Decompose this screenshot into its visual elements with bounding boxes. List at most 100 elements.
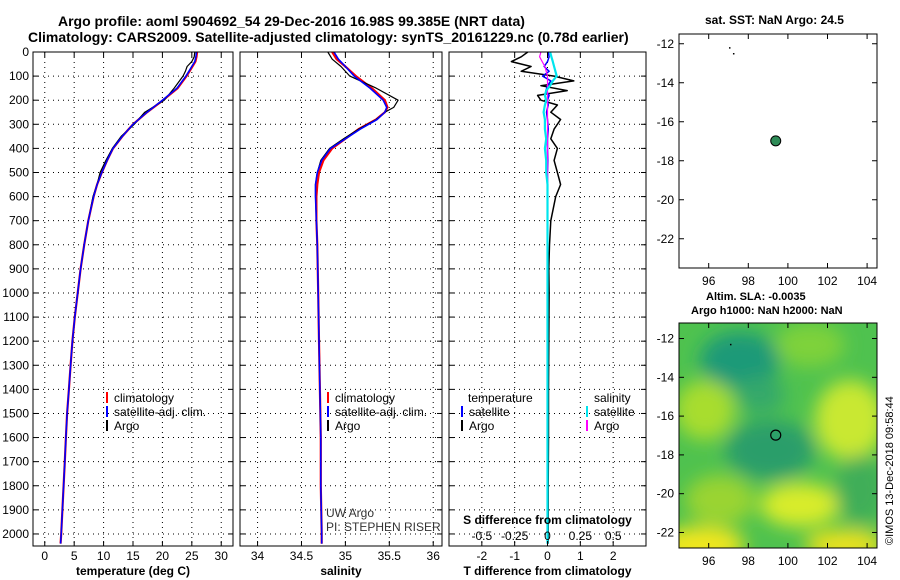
depth-tick-label: 1700	[2, 455, 29, 469]
difference-legend-temperature-header: temperature	[468, 391, 533, 405]
depth-tick-label: 1800	[2, 479, 29, 493]
difference-x-tick-label: 1	[577, 549, 584, 563]
difference-salinity-legend-label: satellite	[594, 405, 635, 419]
difference-x-axis-label: T difference from climatology	[463, 564, 631, 578]
depth-tick-label: 300	[9, 117, 29, 131]
sla-blob	[679, 527, 745, 548]
depth-tick-label: 1300	[2, 358, 29, 372]
depth-tick-label: 1000	[2, 286, 29, 300]
depth-tick-label: 600	[9, 190, 29, 204]
difference-x-tick-label: -2	[476, 549, 487, 563]
sla-blob	[735, 377, 785, 413]
salinity-legend-label: climatology	[335, 391, 395, 405]
sla-map-lat-tick-label: -20	[657, 487, 675, 501]
difference-x-tick-label: 2	[610, 549, 617, 563]
sla-map-lon-tick-label: 96	[702, 554, 716, 568]
temperature-x-axis-label: temperature (deg C)	[76, 564, 190, 578]
sla-blob	[725, 420, 815, 480]
depth-tick-label: 1400	[2, 382, 29, 396]
temperature-x-tick-label: 0	[41, 549, 48, 563]
temperature-x-tick-label: 5	[71, 549, 78, 563]
sst-map-lon-tick-label: 96	[702, 274, 716, 288]
depth-tick-label: 0	[22, 45, 29, 59]
sst-map-lat-tick-label: -22	[657, 232, 675, 246]
salinity-series-climatology	[315, 51, 389, 544]
sla-blob	[815, 380, 877, 460]
salinity-x-axis-label: salinity	[320, 564, 362, 578]
salinity-diff-tick-label: 0	[544, 529, 551, 543]
temperature-series-satellite-adj-clim-	[59, 51, 198, 544]
salinity-series-satellite-adj-clim-	[314, 51, 388, 544]
sla-map-lon-tick-label: 98	[742, 554, 756, 568]
temperature-x-tick-label: 25	[185, 549, 199, 563]
salinity-x-tick-label: 35.5	[378, 549, 402, 563]
salinity-x-tick-label: 34	[251, 549, 265, 563]
argo-float-position-ring	[770, 429, 782, 441]
salinity-diff-tick-label: -0.5	[471, 529, 492, 543]
depth-tick-label: 400	[9, 141, 29, 155]
temperature-legend-label: climatology	[114, 391, 174, 405]
sst-map-lon-tick-label: 100	[778, 274, 798, 288]
salinity-diff-tick-label: 0.25	[569, 529, 593, 543]
depth-tick-label: 200	[9, 93, 29, 107]
depth-tick-label: 100	[9, 69, 29, 83]
temperature-legend-label: Argo	[114, 419, 140, 433]
salinity-axes-frame	[239, 51, 443, 547]
depth-tick-label: 1600	[2, 431, 29, 445]
sla-map-lat-tick-label: -12	[657, 332, 675, 346]
sst-map-lon-tick-label: 102	[817, 274, 837, 288]
difference-series-salinity-argo	[538, 51, 549, 544]
sla-map-title-line2: Argo h1000: NaN h2000: NaN	[691, 305, 843, 317]
temperature-series-climatology	[59, 51, 199, 544]
sla-blob	[700, 332, 780, 388]
difference-temperature-legend-label: Argo	[469, 419, 495, 433]
sla-map-axes-frame	[678, 322, 878, 549]
depth-tick-label: 1100	[3, 310, 29, 324]
depth-tick-label: 1500	[2, 406, 29, 420]
sla-blob	[760, 483, 840, 527]
difference-x-tick-label: 0	[544, 549, 551, 563]
depth-tick-label: 1200	[2, 334, 29, 348]
temperature-x-tick-label: 30	[215, 549, 229, 563]
sst-map-lat-tick-label: -14	[657, 76, 675, 90]
float-credit-line1: UW Argo	[326, 506, 374, 520]
coastline-speck	[728, 47, 731, 49]
sla-colour-field	[679, 323, 877, 548]
sla-blob	[679, 380, 735, 440]
difference-series-temperature-argo	[510, 51, 575, 544]
sla-map-lat-tick-label: -18	[657, 448, 675, 462]
sla-map-lon-tick-label: 102	[817, 554, 837, 568]
temperature-x-tick-label: 20	[156, 549, 170, 563]
salinity-x-tick-label: 36	[427, 549, 441, 563]
sla-heatmap	[679, 323, 877, 548]
depth-tick-label: 500	[9, 165, 29, 179]
temperature-series-argo	[60, 51, 196, 544]
sla-map-title-line1: Altim. SLA: -0.0035	[706, 291, 806, 303]
sst-map-title: sat. SST: NaN Argo: 24.5	[705, 13, 844, 27]
difference-series-salinity-satellite	[542, 51, 558, 544]
sla-blob	[685, 475, 755, 525]
temperature-x-tick-label: 10	[97, 549, 111, 563]
sst-map-lat-tick-label: -20	[657, 193, 675, 207]
salinity-diff-tick-label: 0.5	[605, 529, 622, 543]
sla-blob	[835, 455, 877, 525]
difference-legend-salinity-header: salinity	[594, 391, 631, 405]
temperature-legend-label: satellite-adj. clim.	[114, 405, 206, 419]
salinity-series-argo	[314, 51, 399, 544]
sla-map-lon-tick-label: 100	[778, 554, 798, 568]
sst-map-lon-tick-label: 98	[742, 274, 756, 288]
difference-salinity-legend-label: Argo	[594, 419, 620, 433]
salinity-diff-tick-label: -0.25	[501, 529, 529, 543]
salinity-x-tick-label: 35	[339, 549, 353, 563]
sst-map-lat-tick-label: -18	[657, 154, 675, 168]
depth-tick-label: 800	[9, 238, 29, 252]
sla-map-lat-tick-label: -14	[657, 370, 675, 384]
figure-title-line2: Climatology: CARS2009. Satellite-adjuste…	[28, 29, 629, 45]
depth-tick-label: 1900	[2, 503, 29, 517]
float-credit-line2: PI: STEPHEN RISER	[326, 520, 441, 534]
depth-tick-label: 900	[9, 262, 29, 276]
sst-map-lat-tick-label: -12	[657, 37, 675, 51]
temperature-x-tick-label: 15	[126, 549, 140, 563]
